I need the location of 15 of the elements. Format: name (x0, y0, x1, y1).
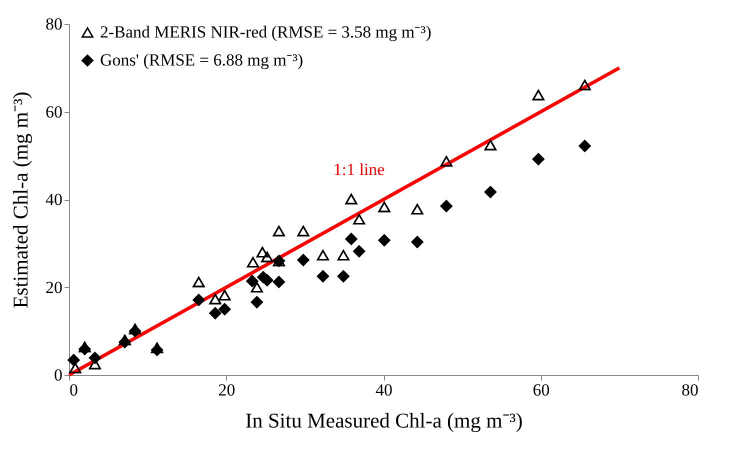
annotation: 1:1 line (333, 160, 385, 179)
y-axis-title: Estimated Chl-a (mg m⁻³) (8, 92, 32, 308)
y-tick-label: 40 (46, 190, 62, 209)
y-tick-label: 20 (46, 278, 62, 297)
y-tick-label: 0 (54, 366, 62, 384)
y-tick-label: 80 (46, 14, 62, 34)
legend-label: 2-Band MERIS NIR-red (RMSE = 3.58 mg m⁻³) (100, 22, 432, 42)
x-axis-title: In Situ Measured Chl-a (mg m⁻³) (245, 408, 523, 432)
x-tick-label: 20 (218, 380, 236, 400)
x-tick-label: 80 (682, 380, 698, 400)
x-tick-label: 40 (376, 380, 392, 400)
x-tick-label: 0 (70, 380, 78, 400)
x-tick-label: 60 (532, 380, 550, 400)
legend-label: Gons' (RMSE = 6.88 mg m⁻³) (100, 50, 304, 70)
y-tick-label: 60 (46, 102, 62, 122)
